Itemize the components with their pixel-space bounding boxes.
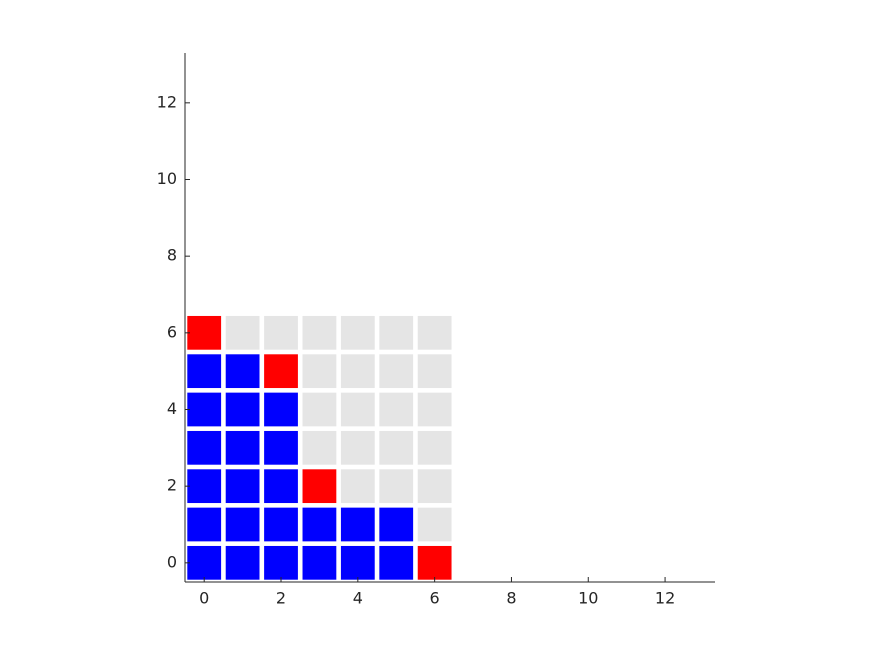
cell	[379, 469, 414, 504]
x-tick-label: 0	[199, 589, 209, 608]
cell	[225, 430, 260, 465]
cell	[417, 392, 452, 427]
cell	[417, 469, 452, 504]
cell	[340, 315, 375, 350]
cell	[417, 315, 452, 350]
cell	[340, 507, 375, 542]
y-tick-label: 12	[157, 92, 177, 111]
cell	[264, 507, 298, 542]
cell	[264, 392, 298, 427]
cell	[340, 430, 375, 465]
cell	[187, 545, 222, 580]
cell	[302, 469, 337, 504]
y-tick-label: 4	[167, 399, 177, 418]
y-tick-label: 0	[167, 552, 177, 571]
x-tick-label: 6	[430, 589, 440, 608]
cell	[302, 392, 337, 427]
cell	[225, 469, 260, 504]
cell	[264, 469, 298, 504]
cell	[417, 430, 452, 465]
cell	[340, 392, 375, 427]
cell	[225, 507, 260, 542]
cell	[187, 469, 222, 504]
cell	[225, 392, 260, 427]
cell	[417, 354, 452, 389]
cell	[379, 315, 414, 350]
cell	[379, 354, 414, 389]
y-tick-label: 6	[167, 322, 177, 341]
x-tick-label: 8	[506, 589, 516, 608]
x-tick-label: 4	[353, 589, 363, 608]
cell	[225, 354, 260, 389]
cell	[225, 545, 260, 580]
cell	[340, 469, 375, 504]
cell	[302, 315, 337, 350]
cell	[187, 315, 222, 350]
cell	[417, 507, 452, 542]
y-tick-label: 10	[157, 169, 177, 188]
cell	[225, 315, 260, 350]
x-tick-label: 12	[655, 589, 675, 608]
cell	[302, 354, 337, 389]
cell	[340, 545, 375, 580]
cell	[379, 507, 414, 542]
cell	[264, 545, 298, 580]
cell	[379, 545, 414, 580]
cell	[379, 430, 414, 465]
cell	[187, 430, 222, 465]
cell	[340, 354, 375, 389]
cell	[187, 354, 222, 389]
cell	[187, 507, 222, 542]
cell	[417, 545, 452, 580]
cell	[302, 545, 337, 580]
cell	[302, 507, 337, 542]
cell	[264, 354, 298, 389]
y-tick-label: 8	[167, 246, 177, 265]
x-tick-label: 2	[276, 589, 286, 608]
cell	[264, 315, 298, 350]
cell	[187, 392, 222, 427]
cell	[302, 430, 337, 465]
cell	[264, 430, 298, 465]
x-tick-label: 10	[578, 589, 598, 608]
y-tick-label: 2	[167, 476, 177, 495]
cell	[379, 392, 414, 427]
